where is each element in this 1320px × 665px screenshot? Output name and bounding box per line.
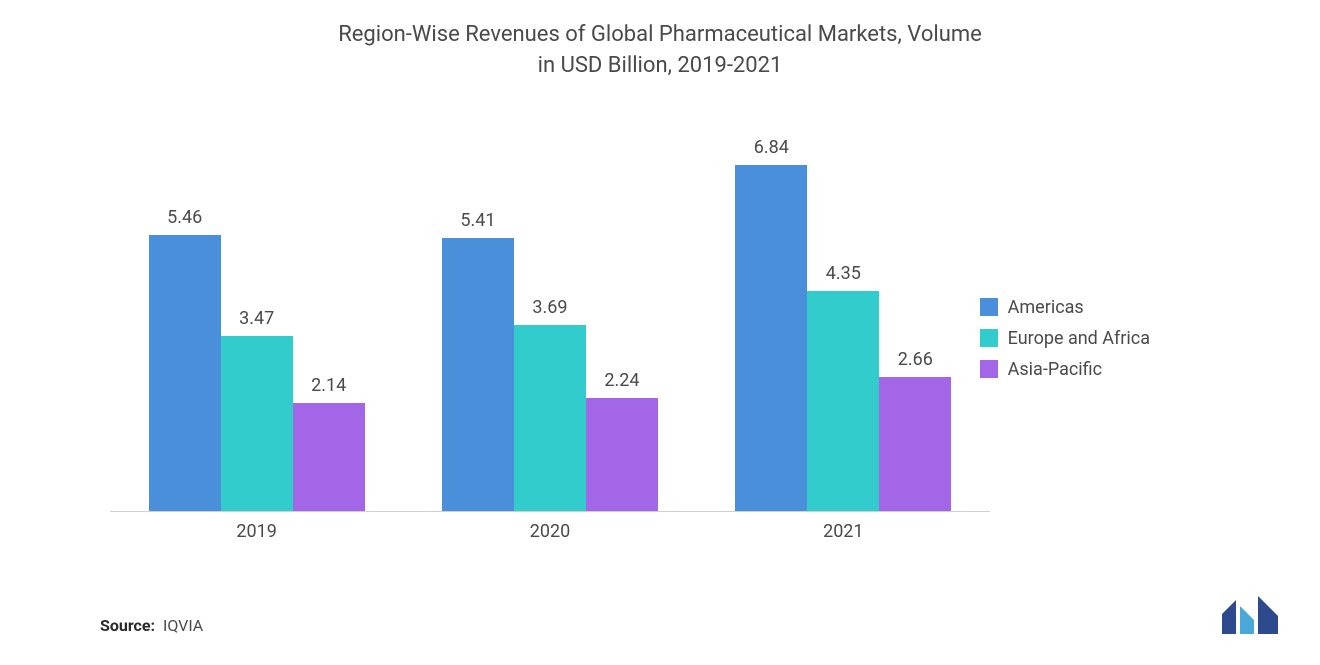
bar-asia-pacific-2021: 2.66 xyxy=(879,377,951,512)
bar-value-label: 2.14 xyxy=(311,375,346,396)
source-attribution: Source: IQVIA xyxy=(100,616,203,635)
legend-item-europe-and-africa: Europe and Africa xyxy=(980,328,1150,349)
x-axis-labels: 2019 2020 2021 xyxy=(110,521,990,542)
x-label-2021: 2021 xyxy=(735,521,951,542)
legend-label: Americas xyxy=(1008,297,1084,318)
title-line-1: Region-Wise Revenues of Global Pharmaceu… xyxy=(338,22,982,47)
bar-europe-and-africa-2019: 3.47 xyxy=(221,336,293,512)
bar-group-2019: 5.463.472.14 xyxy=(149,235,365,512)
bar-americas-2021: 6.84 xyxy=(735,165,807,512)
bar-value-label: 2.24 xyxy=(604,370,639,391)
bar-value-label: 2.66 xyxy=(898,349,933,370)
bar-groups: 5.463.472.145.413.692.246.844.352.66 xyxy=(110,132,990,512)
title-line-2: in USD Billion, 2019-2021 xyxy=(538,53,783,78)
source-value: IQVIA xyxy=(163,616,203,635)
bar-value-label: 6.84 xyxy=(754,137,789,158)
legend-label: Europe and Africa xyxy=(1008,328,1150,349)
chart-container: Region-Wise Revenues of Global Pharmaceu… xyxy=(90,20,1230,620)
bar-group-2021: 6.844.352.66 xyxy=(735,165,951,512)
bar-value-label: 3.47 xyxy=(239,308,274,329)
brand-logo xyxy=(1220,594,1280,640)
plot-area: 5.463.472.145.413.692.246.844.352.66 201… xyxy=(110,122,990,542)
x-label-2020: 2020 xyxy=(442,521,658,542)
legend-swatch xyxy=(980,298,998,316)
legend-swatch xyxy=(980,360,998,378)
bar-asia-pacific-2020: 2.24 xyxy=(586,398,658,511)
legend-item-americas: Americas xyxy=(980,297,1150,318)
legend-item-asia-pacific: Asia-Pacific xyxy=(980,359,1150,380)
bar-americas-2020: 5.41 xyxy=(442,238,514,512)
bar-asia-pacific-2019: 2.14 xyxy=(293,403,365,511)
legend: Americas Europe and Africa Asia-Pacific xyxy=(980,297,1150,380)
source-label: Source: xyxy=(100,616,155,635)
bar-value-label: 4.35 xyxy=(826,263,861,284)
bar-americas-2019: 5.46 xyxy=(149,235,221,512)
legend-swatch xyxy=(980,329,998,347)
bar-europe-and-africa-2020: 3.69 xyxy=(514,325,586,512)
bar-value-label: 5.41 xyxy=(460,210,495,231)
bar-value-label: 3.69 xyxy=(532,297,567,318)
legend-label: Asia-Pacific xyxy=(1008,359,1102,380)
bar-europe-and-africa-2021: 4.35 xyxy=(807,291,879,511)
x-axis-baseline xyxy=(110,511,990,512)
bar-group-2020: 5.413.692.24 xyxy=(442,238,658,512)
chart-title: Region-Wise Revenues of Global Pharmaceu… xyxy=(270,20,1050,82)
bar-value-label: 5.46 xyxy=(167,207,202,228)
x-label-2019: 2019 xyxy=(149,521,365,542)
